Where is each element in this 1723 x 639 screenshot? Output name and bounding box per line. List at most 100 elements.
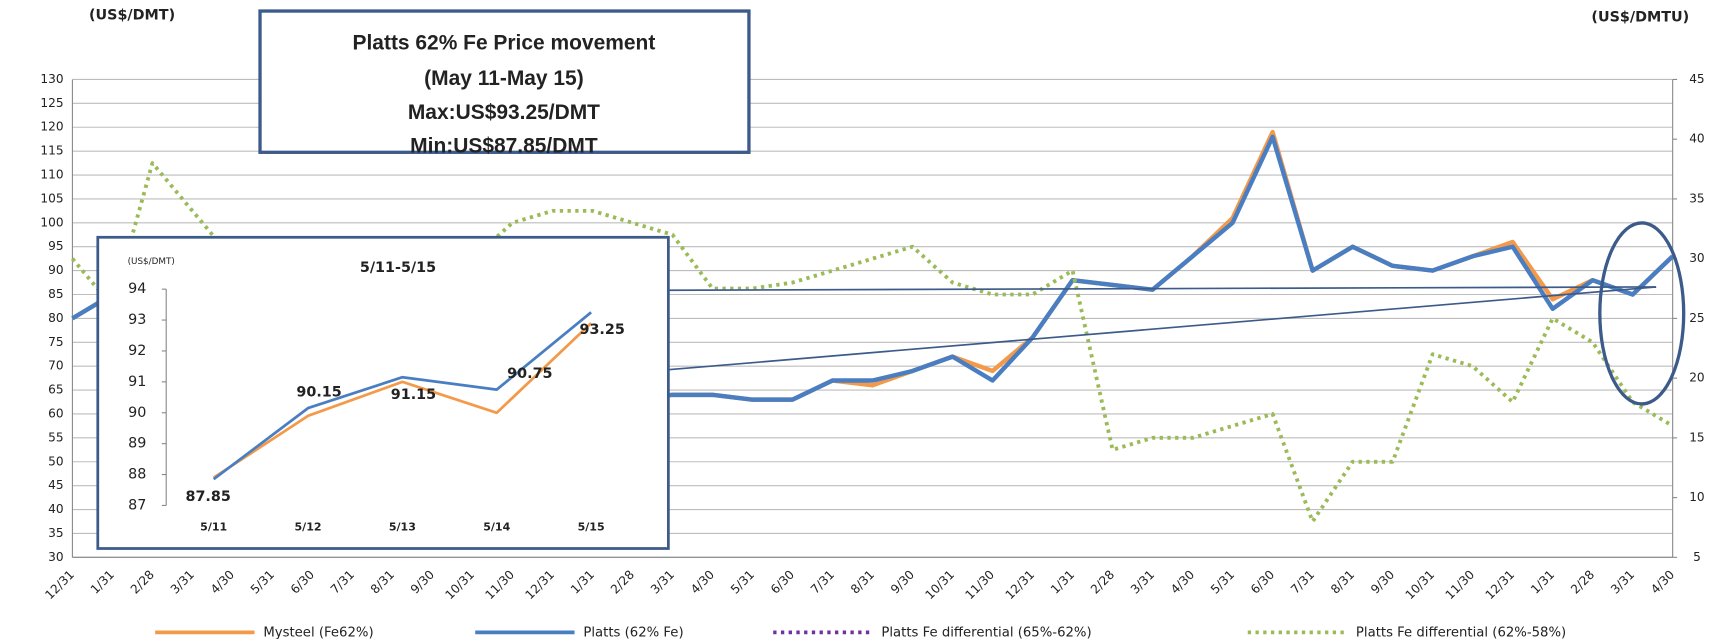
inset-x-tick-label: 5/14	[483, 521, 510, 534]
x-tick-label: 4/30	[1168, 567, 1197, 596]
inset-y-tick-label: 91	[128, 374, 146, 390]
y-axis-label: (US$/DMT)	[89, 7, 175, 23]
series-line	[212, 311, 592, 481]
y2-axis-label: (US$/DMTU)	[1591, 10, 1689, 26]
y2-tick-label: 35	[1689, 191, 1704, 205]
y-tick-label: 110	[40, 168, 63, 182]
legend-label: Platts Fe differential (65%-62%)	[881, 625, 1091, 639]
y2-tick-label: 5	[1693, 550, 1701, 564]
inset-y-tick-label: 89	[128, 436, 146, 452]
y2-tick-label: 15	[1689, 430, 1704, 444]
y-tick-label: 80	[48, 311, 63, 325]
y-tick-label: 45	[48, 478, 63, 492]
series-line	[212, 322, 593, 479]
inset-x-tick-label: 5/12	[295, 521, 322, 534]
legend-label: Platts Fe differential (62%-58%)	[1356, 625, 1566, 639]
y-tick-label: 50	[48, 454, 63, 468]
y-tick-label: 85	[48, 287, 63, 301]
x-tick-label: 2/28	[1568, 567, 1597, 596]
y-tick-label: 35	[48, 526, 63, 540]
y2-tick-label: 30	[1689, 251, 1704, 265]
y2-tick-label: 10	[1689, 490, 1704, 504]
x-tick-label: 9/30	[888, 567, 917, 596]
y-tick-label: 95	[48, 239, 63, 253]
inset-frame	[96, 235, 670, 550]
trend-line	[668, 286, 1657, 371]
y-tick-label: 40	[48, 502, 63, 516]
x-tick-label: 3/31	[648, 567, 677, 596]
x-tick-label: 1/31	[1528, 567, 1557, 596]
annotation: Max:US$93.25/DMT	[408, 101, 600, 124]
x-tick-label: 5/31	[248, 567, 277, 596]
y-tick-label: 90	[48, 263, 63, 277]
y2-tick-label: 20	[1689, 371, 1704, 385]
inset-y-tick-label: 88	[128, 467, 146, 483]
legend-label: Mysteel (Fe62%)	[263, 625, 373, 639]
x-tick-label: 4/30	[208, 567, 237, 596]
x-tick-label: 7/31	[808, 567, 837, 596]
y-tick-label: 125	[40, 96, 63, 110]
data-label: 91.15	[391, 387, 436, 403]
inset-title: 5/11-5/15	[360, 260, 436, 276]
y-tick-label: 130	[40, 72, 63, 86]
x-tick-label: 11/30	[482, 567, 517, 602]
x-tick-label: 7/31	[1288, 567, 1317, 596]
y2-tick-label: 25	[1689, 311, 1704, 325]
x-tick-label: 6/30	[768, 567, 797, 596]
inset-y-tick-label: 93	[128, 312, 146, 328]
highlight-ellipse	[1598, 221, 1686, 406]
trend-line	[668, 286, 1657, 292]
x-tick-label: 11/30	[963, 567, 998, 602]
x-tick-label: 6/30	[1248, 567, 1277, 596]
x-tick-label: 12/31	[522, 567, 557, 602]
x-tick-label: 2/28	[608, 567, 637, 596]
data-label: 90.75	[507, 366, 552, 382]
y-tick-label: 105	[40, 191, 63, 205]
y-tick-label: 60	[48, 406, 63, 420]
inset-plot: 87 88 89 90 91 92 93 94 5/11 5/12 5/13 5/14 5/15 87.8…	[128, 281, 625, 533]
x-tick-label: 3/31	[1608, 567, 1637, 596]
x-tick-label: 12/31	[1003, 567, 1038, 602]
y-tick-label: 65	[48, 383, 63, 397]
annotation: Min:US$87.85/DMT	[410, 134, 598, 157]
data-label: 90.15	[296, 385, 341, 401]
x-tick-label: 9/30	[1368, 567, 1397, 596]
x-tick-label: 4/30	[688, 567, 717, 596]
x-tick-label: 4/30	[1648, 567, 1677, 596]
x-tick-label: 1/31	[568, 567, 597, 596]
y-tick-label: 100	[40, 215, 63, 229]
y-tick-label: 75	[48, 335, 63, 349]
x-tick-label: 2/28	[1088, 567, 1117, 596]
x-tick-label: 3/31	[168, 567, 197, 596]
y-tick-label: 30	[48, 550, 63, 564]
x-tick-label: 6/30	[288, 567, 317, 596]
x-tick-label: 10/31	[923, 567, 958, 602]
overlay: Platts 62% Fe Price movement (May 11-May…	[96, 9, 1686, 550]
x-tick-label: 2/28	[128, 567, 157, 596]
inset-x-tick-label: 5/13	[389, 521, 416, 534]
x-tick-label: 8/31	[1328, 567, 1357, 596]
x-tick-label: 5/31	[1208, 567, 1237, 596]
y-tick-label: 70	[48, 359, 63, 373]
x-tick-label: 11/30	[1443, 567, 1478, 602]
x-tick-label: 12/31	[42, 567, 77, 602]
x-tick-label: 7/31	[328, 567, 357, 596]
inset-y-label: (US$/DMT)	[128, 257, 175, 267]
x-tick-label: 9/30	[408, 567, 437, 596]
annotation-box	[258, 9, 751, 154]
inset-x-tick-label: 5/15	[578, 521, 605, 534]
y-tick-label: 120	[40, 120, 63, 134]
x-tick-label: 3/31	[1128, 567, 1157, 596]
inset-x-tick-label: 5/11	[200, 521, 227, 534]
data-label: 93.25	[579, 322, 624, 338]
annotation: (May 11-May 15)	[424, 67, 584, 90]
y2-tick-label: 45	[1689, 72, 1704, 86]
x-tick-label: 8/31	[368, 567, 397, 596]
x-tick-label: 1/31	[88, 567, 117, 596]
annotation: Platts 62% Fe Price movement	[353, 32, 656, 55]
x-tick-label: 1/31	[1048, 567, 1077, 596]
x-tick-label: 5/31	[728, 567, 757, 596]
inset-y-tick-label: 87	[128, 497, 146, 513]
data-label: 87.85	[185, 489, 230, 505]
